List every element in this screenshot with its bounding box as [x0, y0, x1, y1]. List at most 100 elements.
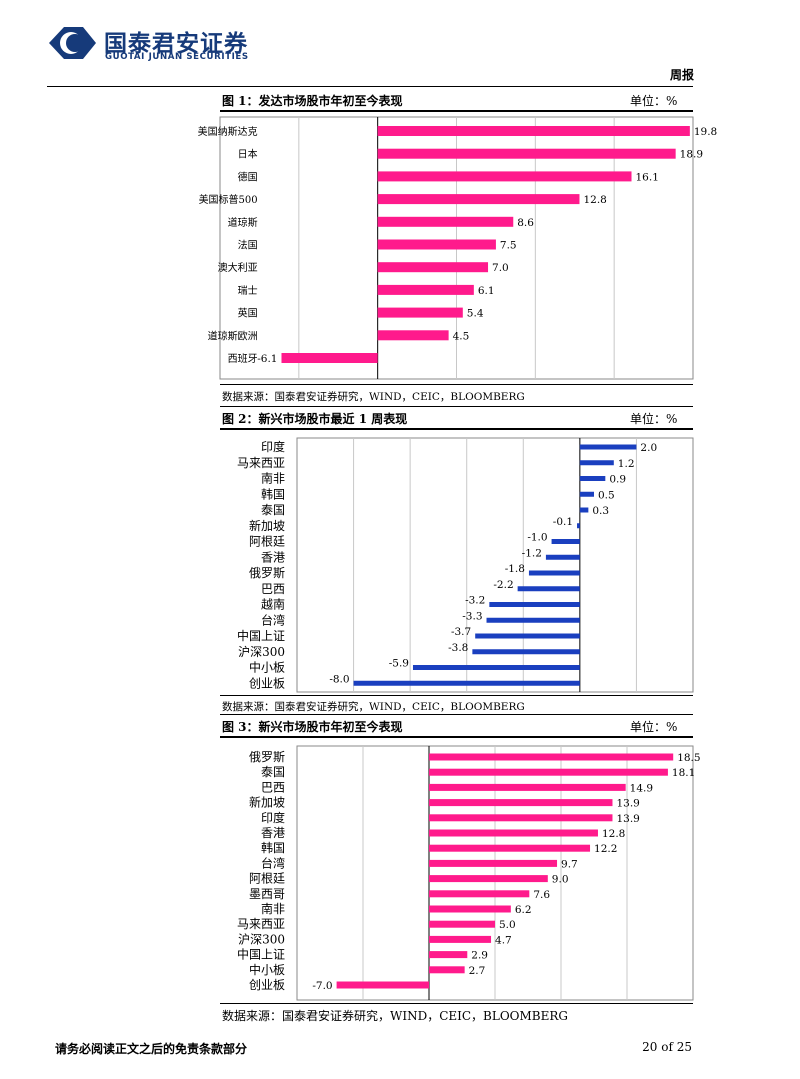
- chart-2-bar: [475, 633, 580, 639]
- chart-3-data-label: 9.0: [552, 874, 569, 886]
- chart-1-bar: [377, 262, 489, 273]
- figure-3-source: 数据来源：国泰君安证券研究，WIND，CEIC，BLOOMBERG: [222, 1009, 569, 1023]
- figure-3-top-rule: [220, 736, 693, 738]
- chart-2-bar: [353, 680, 580, 686]
- chart-3-category-label: 创业板: [249, 978, 285, 992]
- company-logo-icon: [49, 27, 96, 59]
- chart-3-data-label: 13.9: [616, 813, 639, 825]
- figure-3-bottom-rule: [220, 1003, 693, 1004]
- chart-2-data-label: -8.0: [329, 673, 349, 685]
- page-number: 20 of 25: [642, 1040, 692, 1054]
- chart-1-bar: [377, 148, 676, 159]
- chart-2-data-label: -3.7: [451, 626, 471, 638]
- chart-3-category-label: 俄罗斯: [249, 750, 285, 764]
- chart-2-data-label: -2.2: [493, 579, 513, 591]
- chart-1-data-label: 4.5: [453, 330, 470, 342]
- chart-3-data-label: 18.5: [677, 752, 700, 764]
- chart-2-category-label: 香港: [261, 550, 285, 564]
- chart-3-category-label: 中小板: [249, 962, 285, 977]
- figure-2-top-rule: [220, 428, 693, 430]
- chart-2-bar: [517, 586, 580, 592]
- chart-2-plot-area: [296, 437, 694, 693]
- chart-2-data-label: -1.8: [505, 563, 525, 575]
- chart-2-category-label: 印度: [261, 439, 285, 454]
- chart-2-category-label: 泰国: [261, 503, 285, 517]
- chart-2-category-label: 台湾: [261, 612, 285, 627]
- chart-3-bar: [429, 935, 492, 943]
- chart-2-category-label: 新加坡: [249, 518, 285, 533]
- chart-2-bar: [472, 649, 580, 655]
- chart-2-bar: [579, 476, 606, 481]
- figure-3-unit: 单位：%: [630, 720, 678, 734]
- figure-2-source: 数据来源：国泰君安证券研究，WIND，CEIC，BLOOMBERG: [222, 701, 525, 713]
- chart-2-bar: [486, 617, 580, 623]
- chart-2-category-label: 马来西亚: [237, 456, 285, 470]
- chart-1-bar: [377, 239, 496, 250]
- chart-2-category-label: 越南: [261, 597, 285, 612]
- chart-3-bar: [429, 875, 548, 883]
- chart-3-data-label: 12.2: [594, 843, 617, 855]
- chart-1-bar: [377, 216, 514, 227]
- chart-1-data-label: 6.1: [478, 285, 495, 297]
- chart-2-data-label: -0.1: [553, 516, 573, 528]
- chart-2-data-label: -1.2: [522, 547, 542, 559]
- chart-3-category-label: 南非: [261, 901, 285, 916]
- chart-2-data-label: 0.9: [609, 474, 626, 486]
- chart-3-category-label: 新加坡: [249, 795, 285, 810]
- company-name-en: GUOTAI JUNAN SECURITIES: [105, 52, 249, 62]
- chart-3-bar: [429, 920, 495, 928]
- chart-2-bar: [412, 665, 580, 670]
- chart-1-data-label: 7.5: [500, 240, 517, 252]
- chart-3-data-label: 5.0: [499, 919, 516, 931]
- chart-2-data-label: -3.8: [448, 642, 468, 654]
- chart-1-category-label: 日本: [238, 148, 258, 161]
- chart-2-category-label: 俄罗斯: [249, 566, 285, 580]
- chart-3-bar: [429, 799, 613, 807]
- chart-3-bar: [429, 890, 530, 898]
- chart-3-data-label: 9.7: [561, 858, 578, 870]
- chart-1-bar: [377, 171, 632, 182]
- figure-1-unit: 单位：%: [630, 94, 678, 108]
- chart-3-data-label: 6.2: [515, 904, 532, 916]
- chart-1-category-label: 美国标普500: [199, 193, 258, 206]
- chart-1-category-label: 法国: [238, 239, 258, 252]
- chart-2-category-label: 创业板: [249, 676, 285, 690]
- figure-2-top-rule-thin: [220, 406, 693, 407]
- company-name-cn: 国泰君安证券: [104, 31, 248, 57]
- chart-2-category-label: 沪深300: [238, 645, 285, 659]
- chart-1-category-label: 道琼斯: [228, 216, 258, 229]
- chart-1-category-label: 道琼斯欧洲: [208, 329, 258, 342]
- chart-1-category-label: 美国纳斯达克: [198, 125, 258, 138]
- chart-1-data-label: 12.8: [583, 194, 606, 206]
- figure-1-bottom-rule: [220, 384, 693, 385]
- chart-2-data-label: -3.2: [465, 595, 485, 607]
- chart-3-data-label: 2.9: [471, 950, 488, 962]
- chart-3-bar: [429, 951, 468, 959]
- figure-2-unit: 单位：%: [630, 412, 678, 426]
- chart-3-category-label: 阿根廷: [249, 872, 285, 886]
- chart-1-bar: [377, 126, 690, 136]
- chart-1-bar: [377, 307, 463, 318]
- figure-3-title: 图 3：新兴市场股市年初至今表现: [222, 720, 403, 734]
- figure-1-top-rule: [220, 110, 693, 112]
- chart-3-data-label: 2.7: [469, 965, 486, 977]
- chart-2-category-label: 阿根廷: [249, 535, 285, 549]
- chart-1-data-label: 7.0: [492, 262, 509, 274]
- figure-3-top-rule-thin: [220, 714, 693, 715]
- chart-3-category-label: 台湾: [261, 855, 285, 870]
- chart-3-data-label: 7.6: [533, 889, 550, 901]
- chart-3-data-label: 14.9: [630, 782, 653, 794]
- chart-1-category-label: 瑞士: [238, 284, 258, 297]
- chart-1-data-label: 8.6: [517, 217, 534, 229]
- chart-1-category-label: 西班牙: [228, 353, 258, 365]
- chart-2-category-label: 韩国: [261, 486, 285, 501]
- chart-3-category-label: 泰国: [261, 765, 285, 779]
- chart-3-category-label: 沪深300: [238, 932, 285, 946]
- chart-2-bar: [577, 523, 580, 529]
- chart-1-bar: [377, 284, 474, 295]
- figure-1-source: 数据来源：国泰君安证券研究，WIND，CEIC，BLOOMBERG: [222, 391, 525, 403]
- chart-2-bar: [528, 570, 580, 576]
- chart-2-bar: [579, 460, 614, 466]
- chart-2-bar: [579, 444, 637, 450]
